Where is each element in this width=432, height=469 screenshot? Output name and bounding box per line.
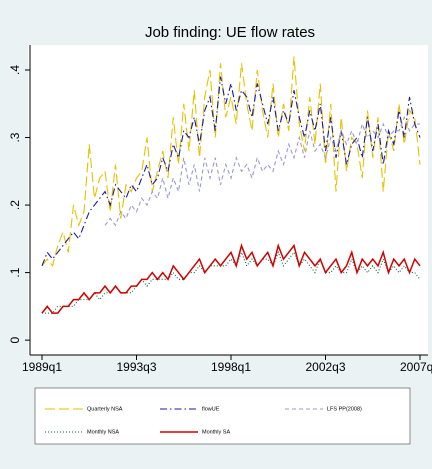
x-tick-label: 1993q3 <box>116 360 156 374</box>
y-tick-label: .4 <box>8 65 22 75</box>
y-tick-label: .3 <box>8 132 22 142</box>
series-line <box>41 76 421 267</box>
y-tick-label: 0 <box>8 336 22 343</box>
legend-label: Monthly NSA <box>87 429 119 435</box>
x-tick-label: 2007q1 <box>400 360 432 374</box>
legend-label: Monthly SA <box>202 429 230 435</box>
x-tick-label: 2002q3 <box>305 360 345 374</box>
series-line <box>41 243 421 314</box>
y-tick-label: .2 <box>8 200 22 210</box>
plot-area <box>28 45 428 355</box>
legend-label: flowUE <box>202 406 220 412</box>
legend-label: LFS PP(2008) <box>327 406 362 412</box>
x-tick-label: 1989q1 <box>22 360 62 374</box>
legend-box <box>34 387 411 445</box>
chart-title: Job finding: UE flow rates <box>145 24 315 41</box>
legend-label: Quarterly NSA <box>87 406 123 412</box>
y-tick-label: .1 <box>8 267 22 277</box>
x-tick-label: 1998q1 <box>211 360 251 374</box>
